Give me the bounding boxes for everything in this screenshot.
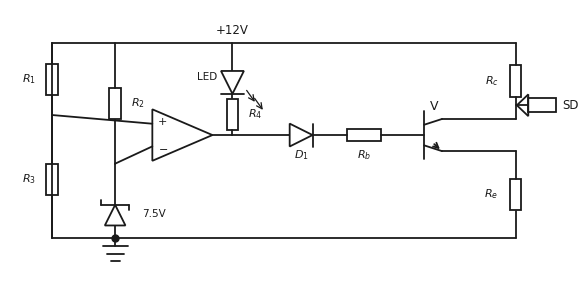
Text: $D_1$: $D_1$ [294,148,308,162]
Text: SD: SD [563,99,579,112]
Text: $R_e$: $R_e$ [484,188,499,202]
Bar [109,88,121,119]
Bar [510,179,521,210]
Text: +12V: +12V [216,24,249,37]
Text: $R_b$: $R_b$ [357,148,371,162]
Text: $R_2$: $R_2$ [131,97,145,110]
Bar [47,164,58,195]
Text: $-$: $-$ [158,143,168,153]
Text: $R_1$: $R_1$ [22,72,36,86]
Bar [227,99,238,130]
Polygon shape [221,71,244,94]
Text: $R_4$: $R_4$ [249,108,262,121]
Bar [510,66,521,97]
Text: V: V [430,100,439,113]
Bar [347,129,381,141]
Text: $R_3$: $R_3$ [22,173,36,186]
Text: +: + [158,117,167,127]
Polygon shape [105,205,126,226]
Bar [528,98,556,112]
Text: $R_c$: $R_c$ [485,74,499,88]
Text: LED: LED [197,72,217,82]
Text: 7.5V: 7.5V [143,209,166,219]
Bar [47,64,58,95]
Polygon shape [290,124,313,146]
